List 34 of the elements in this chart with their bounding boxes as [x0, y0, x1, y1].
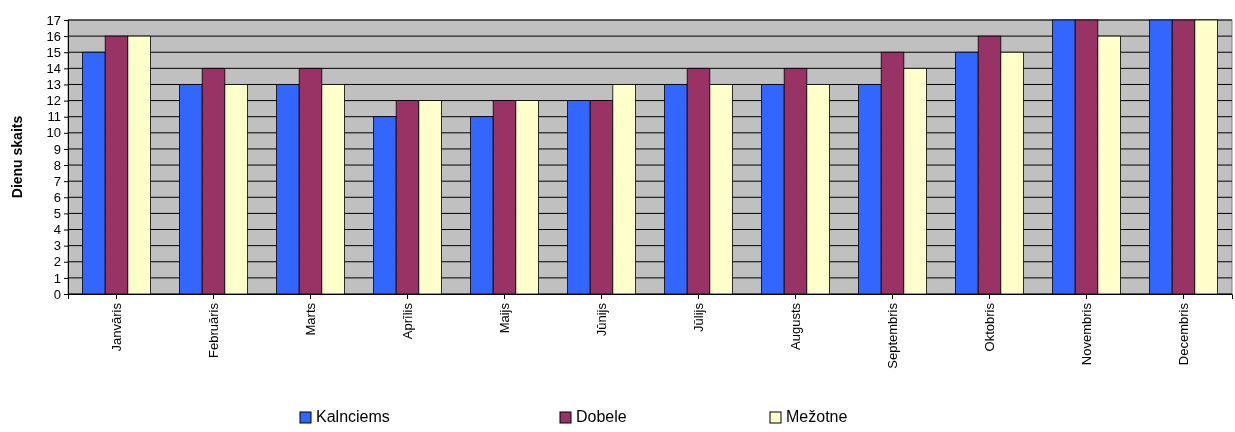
- y-tick-label: 3: [53, 238, 61, 254]
- y-tick-label: 15: [46, 44, 61, 60]
- x-tick-label: Februāris: [206, 302, 222, 358]
- y-tick-label: 10: [46, 125, 61, 141]
- x-tick-label: Maijs: [497, 302, 513, 334]
- y-tick-label: 11: [47, 109, 61, 125]
- y-tick-label: 5: [53, 206, 61, 222]
- legend-label: Kalnciems: [316, 408, 390, 425]
- x-tick-label: Janvāris: [109, 302, 125, 352]
- x-tick-label: Aprīlis: [400, 302, 416, 340]
- y-tick-label: 4: [53, 222, 61, 238]
- y-tick-label: 2: [53, 254, 61, 270]
- y-tick-label: 9: [53, 141, 61, 157]
- y-tick-label: 6: [53, 189, 61, 205]
- y-tick-label: 1: [53, 270, 61, 286]
- y-tick-label: 12: [46, 93, 61, 109]
- x-tick-label: Novembris: [1079, 302, 1095, 366]
- x-tick-label: Jūnijs: [594, 302, 610, 337]
- y-tick-label: 14: [46, 61, 61, 77]
- y-tick-label: 7: [53, 173, 61, 189]
- y-tick-label: 13: [46, 77, 61, 93]
- x-tick-label: Marts: [303, 302, 319, 336]
- legend-label: Mežotne: [786, 408, 848, 425]
- y-axis-title: Dienu skaits: [9, 115, 25, 199]
- x-tick-label: Augusts: [788, 302, 804, 350]
- y-tick-label: 0: [53, 286, 61, 302]
- y-tick-label: 16: [46, 28, 61, 44]
- y-tick-label: 8: [53, 157, 61, 173]
- y-tick-label: 17: [46, 12, 61, 28]
- x-tick-label: Decembris: [1176, 302, 1192, 366]
- x-tick-label: Jūlijs: [691, 302, 707, 332]
- x-tick-label: Oktobris: [982, 302, 998, 352]
- legend-label: Dobele: [576, 408, 627, 425]
- x-tick-label: Septembris: [885, 302, 901, 369]
